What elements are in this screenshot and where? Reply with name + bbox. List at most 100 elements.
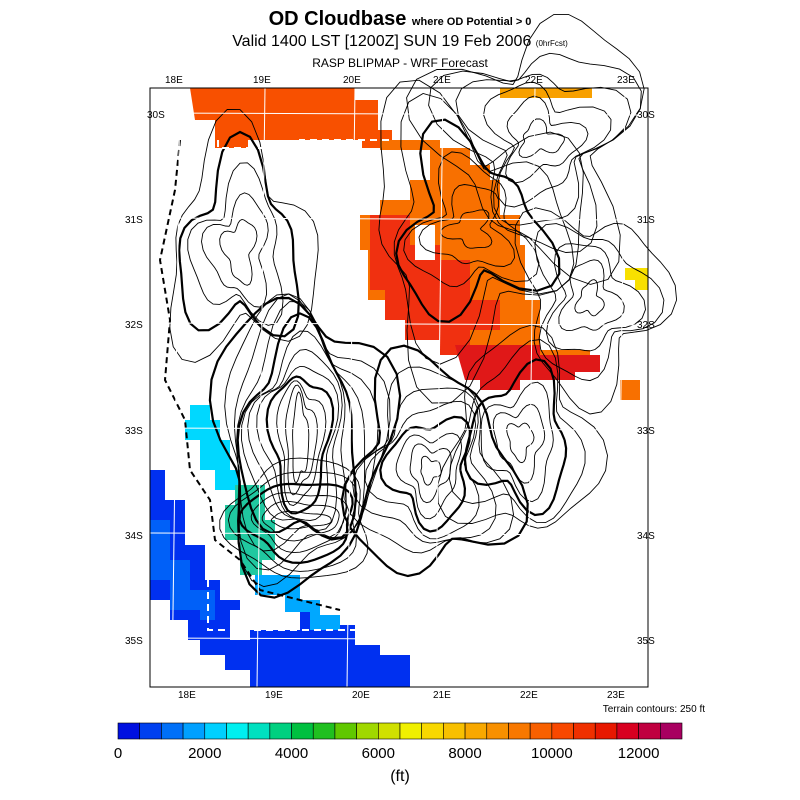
colorbar-swatch bbox=[638, 722, 661, 740]
terrain-contour bbox=[187, 162, 284, 326]
meridian bbox=[616, 87, 626, 688]
meridian bbox=[526, 87, 536, 688]
parallel bbox=[149, 217, 649, 221]
colorbar-tick-label: 10000 bbox=[530, 745, 573, 762]
terrain-contour bbox=[201, 192, 269, 308]
terrain-contour bbox=[378, 79, 584, 404]
forecast-hour: (0hrFcst) bbox=[535, 39, 568, 48]
terrain-contour bbox=[261, 500, 340, 542]
top-lon-label: 19E bbox=[253, 75, 271, 86]
colorbar-swatch bbox=[378, 722, 401, 740]
terrain-contour bbox=[233, 293, 379, 571]
terrain-contour bbox=[393, 93, 575, 365]
terrain-contour bbox=[379, 415, 472, 533]
terrain-contour bbox=[285, 384, 318, 496]
colorbar-tick-label: 4000 bbox=[274, 745, 309, 762]
colorbar-swatch bbox=[464, 722, 488, 740]
terrain-contour bbox=[545, 243, 646, 352]
colorbar-tick-label: 2000 bbox=[188, 745, 222, 762]
colorbar-swatch bbox=[421, 722, 444, 740]
terrain-contour bbox=[265, 375, 335, 515]
terrain-contour bbox=[224, 293, 391, 588]
terrain-contour bbox=[364, 400, 480, 540]
terrain-contour bbox=[437, 324, 608, 529]
terrain-contour bbox=[518, 118, 565, 158]
colorbar-swatch bbox=[573, 722, 596, 740]
terrain-contour bbox=[420, 455, 442, 486]
colorbar-tick-label: 8000 bbox=[448, 745, 482, 762]
map-title: OD Cloudbase where OD Potential > 0 bbox=[268, 8, 532, 30]
terrain-contour bbox=[250, 492, 348, 554]
title-qualifier: where OD Potential > 0 bbox=[411, 16, 532, 28]
terrain-contour bbox=[506, 422, 535, 464]
colorbar-swatch bbox=[486, 722, 509, 740]
left-lat-label: 35S bbox=[125, 636, 143, 647]
terrain-contour bbox=[455, 73, 632, 226]
coastline bbox=[158, 139, 341, 611]
colorbar-swatch bbox=[182, 722, 206, 740]
left-lat-label: 32S bbox=[125, 320, 143, 331]
cloudbase-region bbox=[255, 575, 340, 630]
colorbar-swatch bbox=[139, 722, 162, 740]
bottom-lon-label: 23E bbox=[607, 690, 625, 701]
colorbar-swatch bbox=[529, 722, 553, 740]
terrain-contour bbox=[344, 366, 514, 554]
terrain-contour bbox=[448, 339, 586, 524]
top-lon-label: 18E bbox=[165, 75, 183, 86]
colorbar-swatch bbox=[312, 722, 336, 740]
colorbar-swatch bbox=[616, 722, 639, 740]
no-data-region bbox=[415, 225, 435, 260]
cloudbase-region bbox=[225, 485, 275, 575]
terrain-contour bbox=[292, 391, 310, 484]
bottom-lon-label: 21E bbox=[433, 690, 451, 701]
right-lat-label: 30S bbox=[637, 110, 655, 121]
colorbar-swatch bbox=[161, 722, 184, 740]
meridian bbox=[434, 87, 444, 688]
colorbar-swatch bbox=[356, 722, 379, 740]
cloudbase-fill-layer bbox=[150, 88, 648, 687]
no-data-region bbox=[230, 595, 270, 640]
domain-boundary bbox=[207, 139, 392, 631]
bottom-lon-label: 22E bbox=[520, 690, 538, 701]
meridian bbox=[171, 87, 181, 688]
terrain-contour bbox=[574, 279, 605, 317]
terrain-contour bbox=[178, 130, 300, 338]
valid-time: Valid 1400 LST [1200Z] SUN 19 Feb 2006 (… bbox=[232, 33, 568, 50]
colorbar-swatch bbox=[660, 722, 683, 740]
colorbar-swatch bbox=[551, 722, 574, 740]
colorbar-tick-label: 0 bbox=[113, 745, 123, 762]
colorbar-swatch bbox=[247, 722, 271, 740]
terrain-contour bbox=[208, 296, 402, 599]
inner-domain-edge bbox=[207, 520, 360, 631]
terrain-contour bbox=[219, 457, 369, 579]
top-lon-label: 20E bbox=[343, 75, 361, 86]
colorbar bbox=[117, 722, 683, 740]
terrain-contour bbox=[558, 259, 625, 332]
terrain-contour bbox=[403, 151, 540, 288]
terrain-contour bbox=[247, 348, 343, 531]
bottom-lon-label: 19E bbox=[265, 690, 283, 701]
terrain-contour-layer bbox=[158, 13, 678, 611]
colorbar-swatch bbox=[117, 722, 140, 740]
colorbar-swatch bbox=[291, 722, 314, 740]
cloudbase-region bbox=[150, 520, 215, 620]
terrain-contour bbox=[395, 118, 561, 323]
left-lat-label: 34S bbox=[125, 531, 143, 542]
terrain-contour bbox=[219, 219, 258, 286]
terrain-contour bbox=[227, 471, 358, 572]
parallel bbox=[149, 322, 649, 326]
bottom-lon-label: 20E bbox=[352, 690, 370, 701]
terrain-contour bbox=[395, 432, 463, 520]
right-lat-label: 33S bbox=[637, 426, 655, 437]
left-lat-label: 33S bbox=[125, 426, 143, 437]
terrain-contour bbox=[169, 108, 319, 363]
colorbar-swatch bbox=[443, 722, 466, 740]
lat-lon-grid bbox=[149, 87, 649, 688]
model-name: RASP BLIPMAP - WRF Forecast bbox=[312, 56, 488, 70]
left-lat-label: 31S bbox=[125, 215, 143, 226]
meridian bbox=[346, 87, 356, 688]
colorbar-swatch bbox=[226, 722, 249, 740]
colorbar-units: (ft) bbox=[390, 768, 410, 785]
terrain-contour bbox=[238, 482, 354, 565]
